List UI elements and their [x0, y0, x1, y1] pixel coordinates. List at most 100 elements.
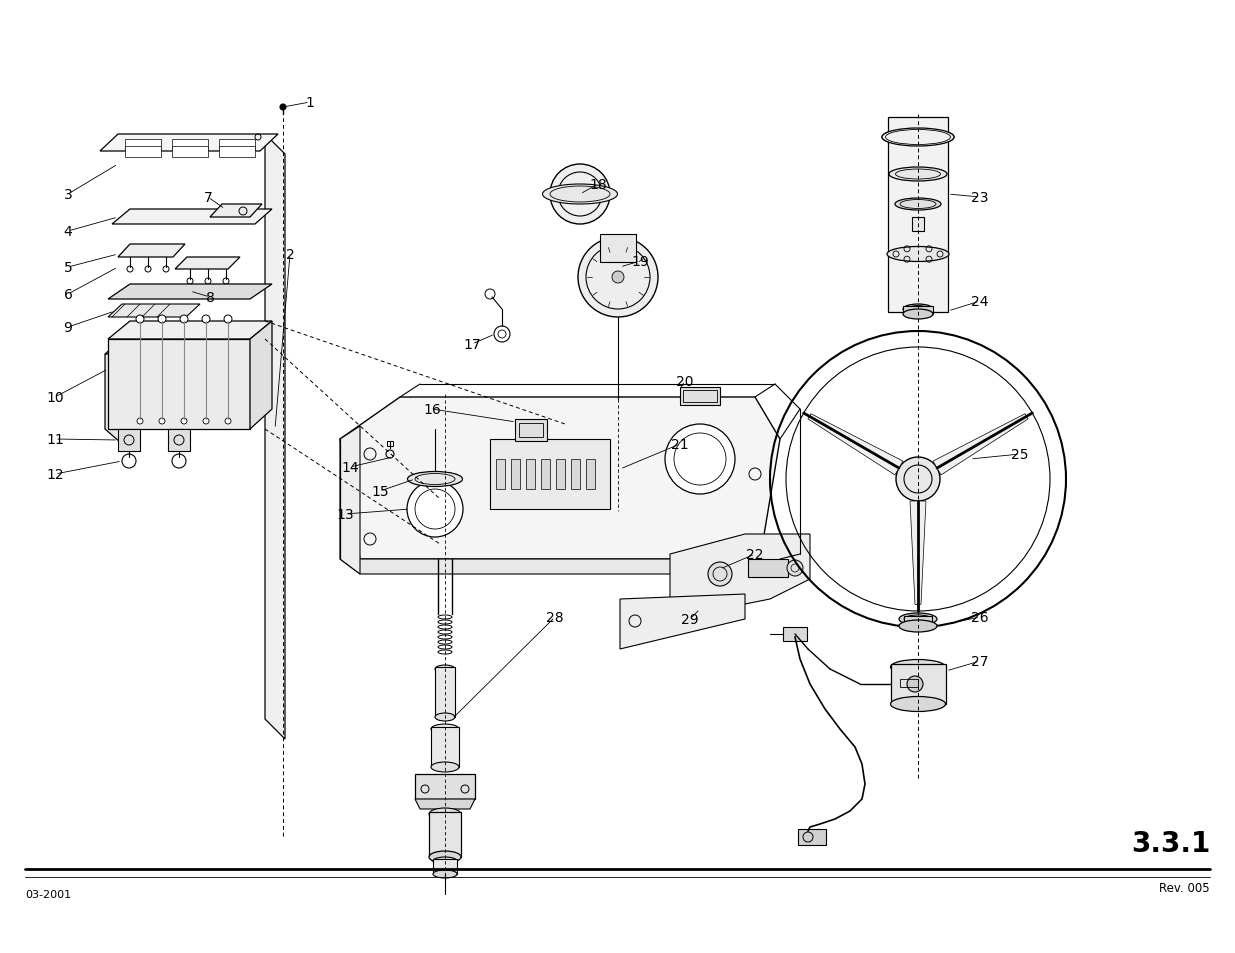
Text: 3.3.1: 3.3.1 [1131, 829, 1210, 857]
Text: Rev. 005: Rev. 005 [1160, 882, 1210, 894]
Text: 14: 14 [341, 460, 359, 475]
Bar [511, 459, 520, 490]
Ellipse shape [890, 697, 946, 712]
Text: 03-2001: 03-2001 [25, 889, 72, 899]
Ellipse shape [889, 168, 947, 182]
Circle shape [787, 560, 803, 577]
Polygon shape [125, 140, 161, 151]
Ellipse shape [890, 659, 946, 675]
Text: 4: 4 [64, 225, 73, 239]
Ellipse shape [895, 199, 941, 211]
Ellipse shape [889, 168, 947, 182]
Text: 13: 13 [336, 507, 353, 521]
Bar [900, 679, 918, 687]
Ellipse shape [887, 247, 948, 262]
Polygon shape [105, 335, 270, 355]
Polygon shape [100, 135, 278, 152]
Ellipse shape [899, 614, 937, 625]
Ellipse shape [431, 762, 459, 772]
Ellipse shape [438, 636, 452, 639]
Ellipse shape [542, 185, 618, 205]
Ellipse shape [408, 472, 462, 487]
Text: 10: 10 [46, 391, 64, 405]
Ellipse shape [438, 625, 452, 629]
Ellipse shape [431, 724, 459, 734]
Text: 19: 19 [631, 254, 648, 269]
Circle shape [159, 418, 165, 424]
Text: 21: 21 [671, 437, 689, 452]
Circle shape [163, 267, 169, 273]
Circle shape [127, 267, 133, 273]
Ellipse shape [882, 129, 953, 147]
Circle shape [158, 315, 165, 324]
Text: 22: 22 [746, 547, 763, 561]
Text: 7: 7 [204, 191, 212, 205]
Circle shape [578, 237, 658, 317]
Text: 2: 2 [285, 248, 294, 262]
Text: 29: 29 [682, 613, 699, 626]
Circle shape [205, 278, 211, 285]
Circle shape [664, 424, 735, 495]
Bar [433, 859, 457, 874]
Bar [798, 829, 826, 845]
Polygon shape [219, 147, 254, 158]
Bar [490, 439, 610, 510]
Text: 26: 26 [971, 610, 989, 624]
Text: 5: 5 [64, 261, 73, 274]
Text: 9: 9 [63, 320, 73, 335]
Circle shape [136, 315, 144, 324]
Circle shape [203, 315, 210, 324]
Ellipse shape [433, 870, 457, 878]
Bar [571, 459, 580, 490]
Circle shape [203, 418, 209, 424]
Circle shape [180, 315, 188, 324]
Polygon shape [125, 147, 161, 158]
Bar [119, 430, 140, 452]
Polygon shape [105, 355, 128, 450]
Circle shape [280, 105, 287, 111]
Circle shape [172, 455, 186, 469]
Polygon shape [219, 140, 254, 151]
Bar [526, 459, 535, 490]
Polygon shape [119, 245, 185, 257]
Bar [519, 423, 543, 437]
Circle shape [708, 562, 732, 586]
Polygon shape [266, 135, 285, 740]
Text: 12: 12 [46, 468, 64, 481]
Bar [888, 118, 948, 313]
Ellipse shape [903, 305, 932, 314]
Ellipse shape [429, 851, 461, 863]
Text: 8: 8 [205, 291, 215, 305]
Text: 24: 24 [971, 294, 989, 309]
Polygon shape [175, 257, 240, 270]
Bar [515, 419, 547, 441]
Bar [431, 727, 459, 767]
Circle shape [613, 272, 624, 284]
Circle shape [144, 267, 151, 273]
Ellipse shape [435, 665, 454, 673]
Ellipse shape [435, 713, 454, 721]
Ellipse shape [438, 616, 452, 619]
Polygon shape [107, 305, 200, 317]
Polygon shape [172, 140, 207, 151]
Circle shape [550, 165, 610, 225]
Text: 3: 3 [64, 188, 73, 202]
Ellipse shape [429, 808, 461, 821]
Circle shape [186, 278, 193, 285]
Polygon shape [808, 415, 903, 476]
Ellipse shape [438, 650, 452, 655]
Bar [904, 617, 932, 626]
Polygon shape [671, 535, 810, 619]
Bar [556, 459, 564, 490]
Bar [783, 627, 806, 641]
Polygon shape [112, 210, 272, 225]
Circle shape [182, 418, 186, 424]
Ellipse shape [899, 620, 937, 633]
Bar [429, 812, 461, 857]
Text: 18: 18 [589, 178, 606, 192]
Ellipse shape [882, 129, 953, 147]
Circle shape [224, 315, 232, 324]
Bar [435, 667, 454, 718]
Text: 17: 17 [463, 337, 480, 352]
Text: 11: 11 [46, 433, 64, 447]
